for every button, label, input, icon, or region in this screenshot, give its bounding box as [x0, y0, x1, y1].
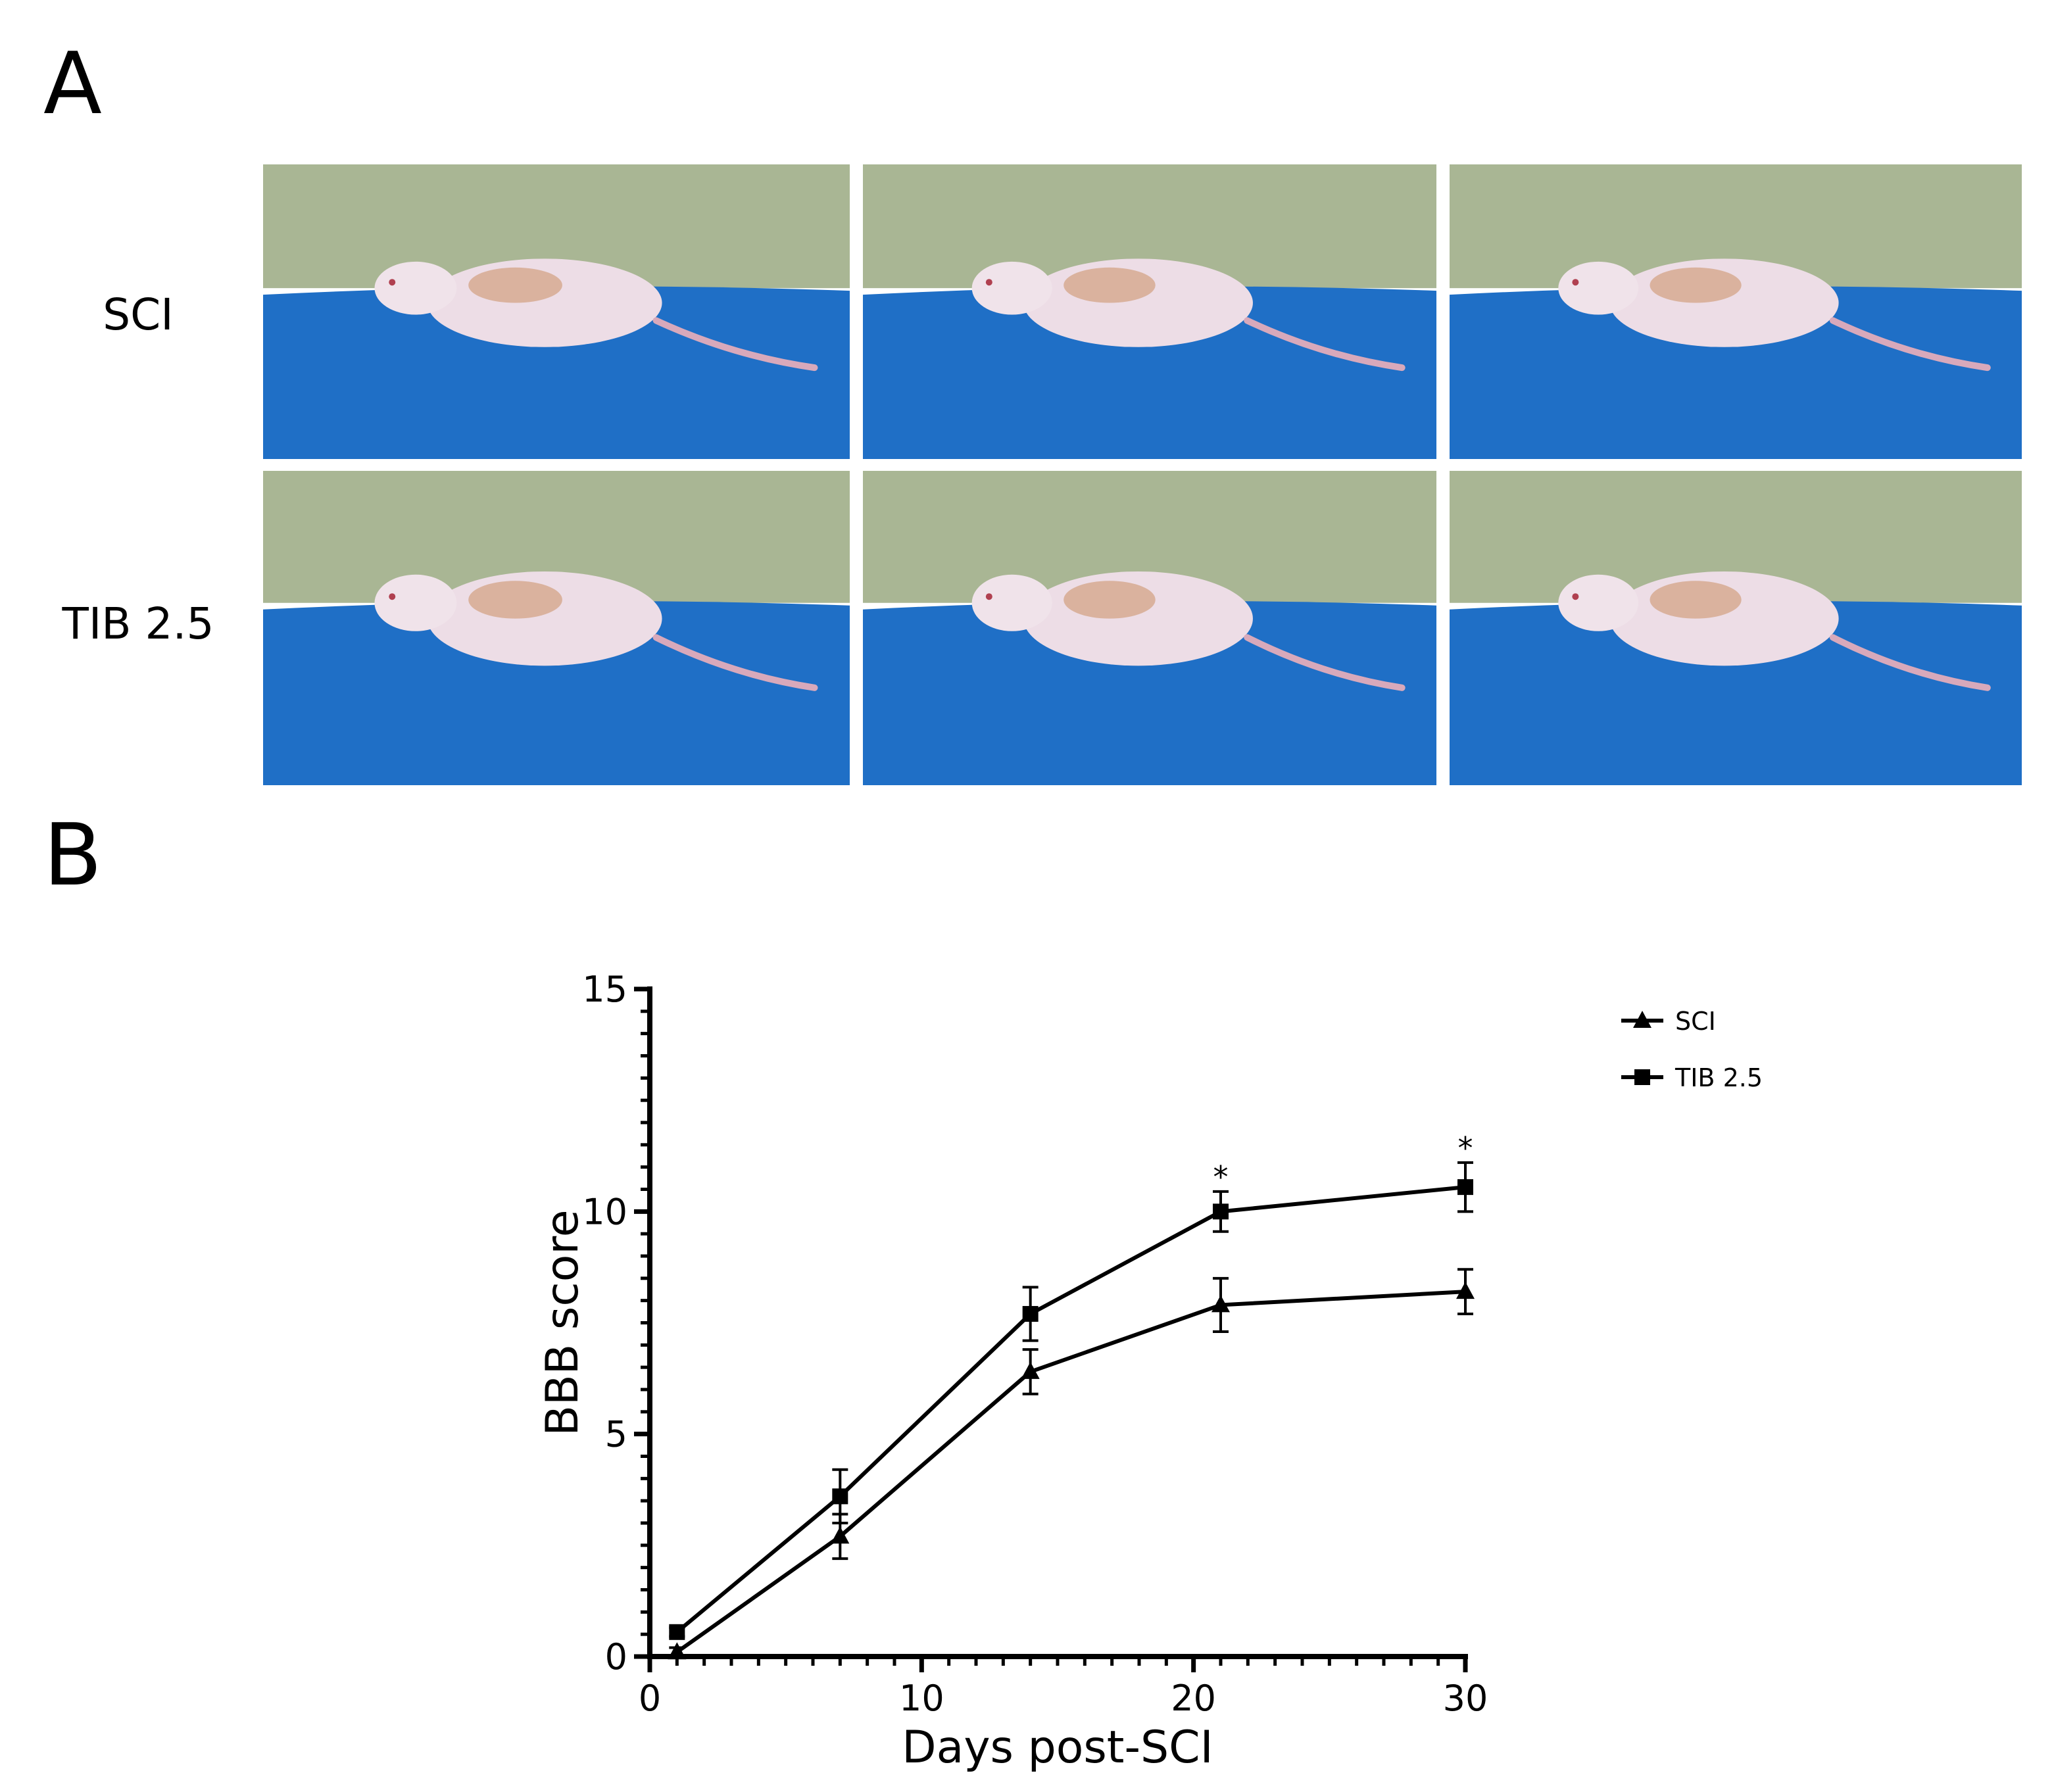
rat-photo-tib-1: [263, 471, 850, 785]
x-tick-label: 20: [1171, 1678, 1216, 1719]
data-point-tib: [1457, 1179, 1473, 1196]
y-tick-label: 10: [582, 1191, 627, 1232]
data-point-tib: [1213, 1203, 1229, 1220]
y-tick-label: 15: [582, 969, 627, 1010]
significance-marker: *: [1213, 1159, 1229, 1195]
significance-marker: *: [1458, 1130, 1473, 1166]
panel-a-letter: A: [43, 34, 102, 133]
data-point-sci: [1211, 1295, 1230, 1313]
y-tick-label: 0: [605, 1636, 627, 1678]
rat-photo-sci-1: [263, 164, 850, 459]
x-axis-label: Days post-SCI: [902, 1722, 1213, 1774]
series-line-tib: [675, 1185, 1466, 1634]
series-line-sci: [675, 1290, 1466, 1654]
data-point-sci: [668, 1642, 687, 1660]
rat-photo-tib-2: [863, 471, 1436, 785]
legend-marker-sci: [1633, 1011, 1651, 1028]
x-tick-label: 0: [639, 1678, 661, 1719]
rat-photo-sci-3: [1450, 164, 2022, 459]
data-point-tib: [669, 1624, 685, 1640]
rat-photo-tib-3: [1450, 471, 2022, 785]
row-label-sci: SCI: [103, 289, 174, 340]
row-label-tib: TIB 2.5: [62, 598, 214, 649]
data-point-sci: [1456, 1282, 1475, 1299]
data-point-tib: [1022, 1305, 1039, 1322]
x-tick-label: 10: [899, 1678, 944, 1719]
data-point-tib: [832, 1488, 848, 1505]
data-point-sci: [831, 1526, 850, 1544]
y-axis-label: BBB score: [537, 1209, 589, 1436]
legend-marker-tib: [1634, 1069, 1650, 1085]
y-tick-label: 5: [605, 1414, 627, 1455]
rat-photo-sci-2: [863, 164, 1436, 459]
panel-b-letter: B: [43, 805, 103, 905]
legend-label-tib: TIB 2.5: [1675, 1063, 1763, 1092]
x-tick-label: 30: [1443, 1678, 1488, 1719]
data-point-sci: [1021, 1361, 1040, 1379]
legend-label-sci: SCI: [1675, 1007, 1716, 1036]
